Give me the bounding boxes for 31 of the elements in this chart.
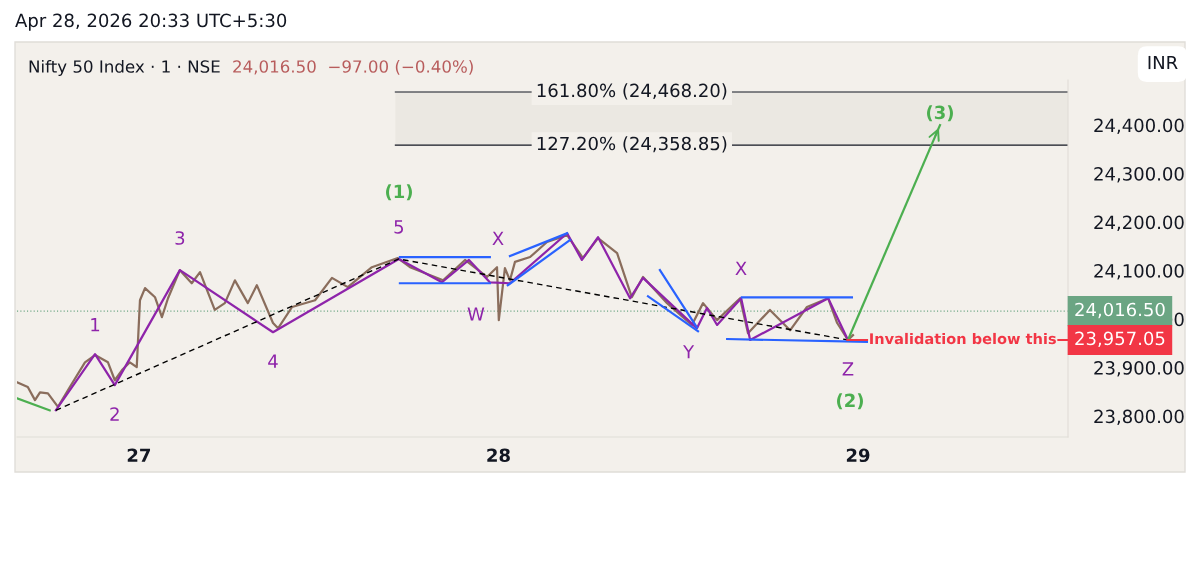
annotation: 2 <box>110 407 119 421</box>
x-tick-label: 27 <box>127 448 151 462</box>
annotation: X <box>735 261 747 275</box>
y-tick-label: 24,300.00 <box>1094 167 1184 183</box>
x-tick-label: 28 <box>487 448 510 463</box>
annotation: Z <box>842 362 854 376</box>
chart-subtitle: 24,016.50 −97.00 (−0.40%) <box>233 59 473 75</box>
y-tick-label: 24,100.00 <box>1094 264 1184 280</box>
annotation: 1 <box>91 318 100 332</box>
annotation: Y <box>683 345 695 359</box>
ref-line-label: 161.80% (24,468.20) <box>537 83 727 100</box>
annotation: 5 <box>394 220 404 234</box>
y-tick-label: 23,800.00 <box>1094 409 1184 426</box>
ref-line-label: 127.20% (24,358.85) <box>537 136 727 153</box>
y-axis-title: INR <box>1148 55 1178 70</box>
annotation: 3 <box>175 231 185 245</box>
y-tick-label: 24,200.00 <box>1094 215 1184 232</box>
annotation: (2) <box>837 393 863 410</box>
y-tick-label: 24,400.00 <box>1094 118 1184 135</box>
annotation: (3) <box>927 105 953 122</box>
ref-line-label: 24,016.50 <box>1075 302 1165 319</box>
chart-title: Nifty 50 Index · 1 · NSE <box>29 59 220 77</box>
annotation: (1) <box>386 184 412 201</box>
x-tick-label: 29 <box>846 448 870 463</box>
annotation: W <box>467 307 485 321</box>
annotation: 4 <box>268 354 278 368</box>
text: Apr 28, 2026 20:33 UTC+5:30 <box>15 13 287 31</box>
y-tick-label: 23,900.00 <box>1094 361 1184 377</box>
annotation: Invalidation below this <box>870 332 1056 345</box>
ref-line-label: 23,957.05 <box>1075 331 1165 348</box>
annotation: X <box>492 231 504 245</box>
